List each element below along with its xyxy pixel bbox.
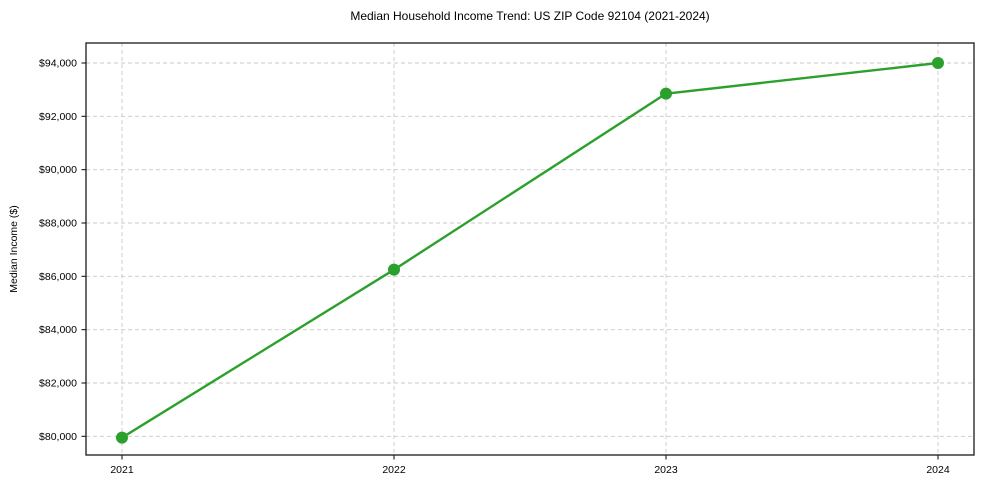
plot-border <box>85 42 975 456</box>
data-point-2021 <box>116 431 128 444</box>
y-tick-label: $86,000 <box>39 271 77 283</box>
y-tick-label: $92,000 <box>39 111 77 123</box>
x-tick-label: 2024 <box>926 464 950 476</box>
y-tick-label: $82,000 <box>39 378 77 390</box>
y-tick-label: $94,000 <box>39 58 77 70</box>
x-tick-label: 2021 <box>110 464 134 476</box>
chart-title: Median Household Income Trend: US ZIP Co… <box>350 9 710 23</box>
data-point-2022 <box>388 263 400 276</box>
data-point-2023 <box>660 87 672 100</box>
x-tick-label: 2023 <box>654 464 678 476</box>
y-axis-label: Median Income ($) <box>8 205 20 293</box>
y-tick-label: $84,000 <box>39 324 77 336</box>
data-point-2024 <box>932 57 944 69</box>
y-tick-label: $88,000 <box>39 218 77 230</box>
y-tick-label: $90,000 <box>39 164 77 176</box>
y-tick-label: $80,000 <box>39 431 77 443</box>
x-tick-label: 2022 <box>382 464 406 476</box>
trend-line <box>120 61 940 439</box>
